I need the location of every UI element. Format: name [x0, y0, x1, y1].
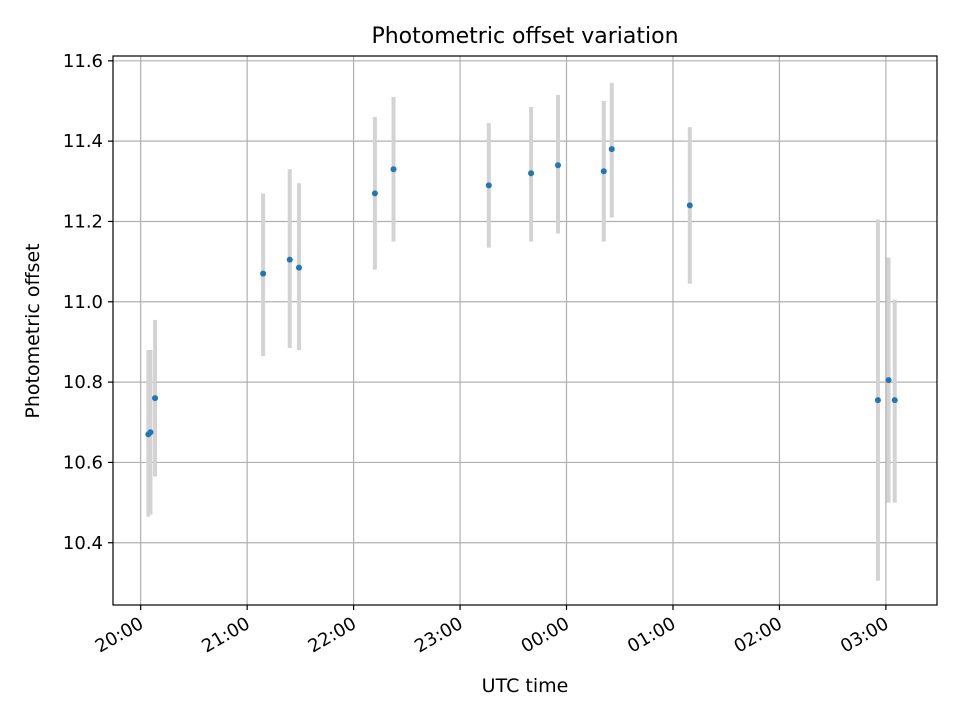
y-tick-label: 11.6: [63, 51, 103, 72]
plot-frame: [112, 55, 938, 606]
data-point: [152, 395, 159, 402]
data-point: [608, 146, 615, 153]
data-point: [390, 166, 397, 173]
chart-title: Photometric offset variation: [371, 24, 678, 49]
data-point: [686, 202, 693, 209]
x-axis-label: UTC time: [482, 675, 569, 697]
y-tick-label: 10.6: [63, 452, 103, 473]
data-point: [885, 377, 892, 384]
plot-area: [113, 56, 937, 605]
data-point: [874, 397, 881, 404]
y-axis-label: Photometric offset: [22, 243, 44, 418]
data-point: [371, 190, 378, 197]
y-tick-label: 10.4: [63, 533, 103, 554]
y-tick-label: 11.0: [63, 292, 103, 313]
data-point: [260, 270, 267, 277]
y-tick-label: 10.8: [63, 372, 103, 393]
y-tick-label: 11.2: [63, 211, 103, 232]
data-point: [555, 162, 562, 169]
data-point: [891, 397, 898, 404]
data-point: [147, 429, 154, 436]
y-tick-label: 11.4: [63, 131, 103, 152]
data-point: [528, 170, 535, 177]
data-point: [295, 264, 302, 271]
grid-lines: [113, 56, 937, 605]
data-point: [286, 256, 293, 263]
data-point: [600, 168, 607, 175]
data-point: [485, 182, 492, 189]
data-points: [145, 146, 898, 438]
